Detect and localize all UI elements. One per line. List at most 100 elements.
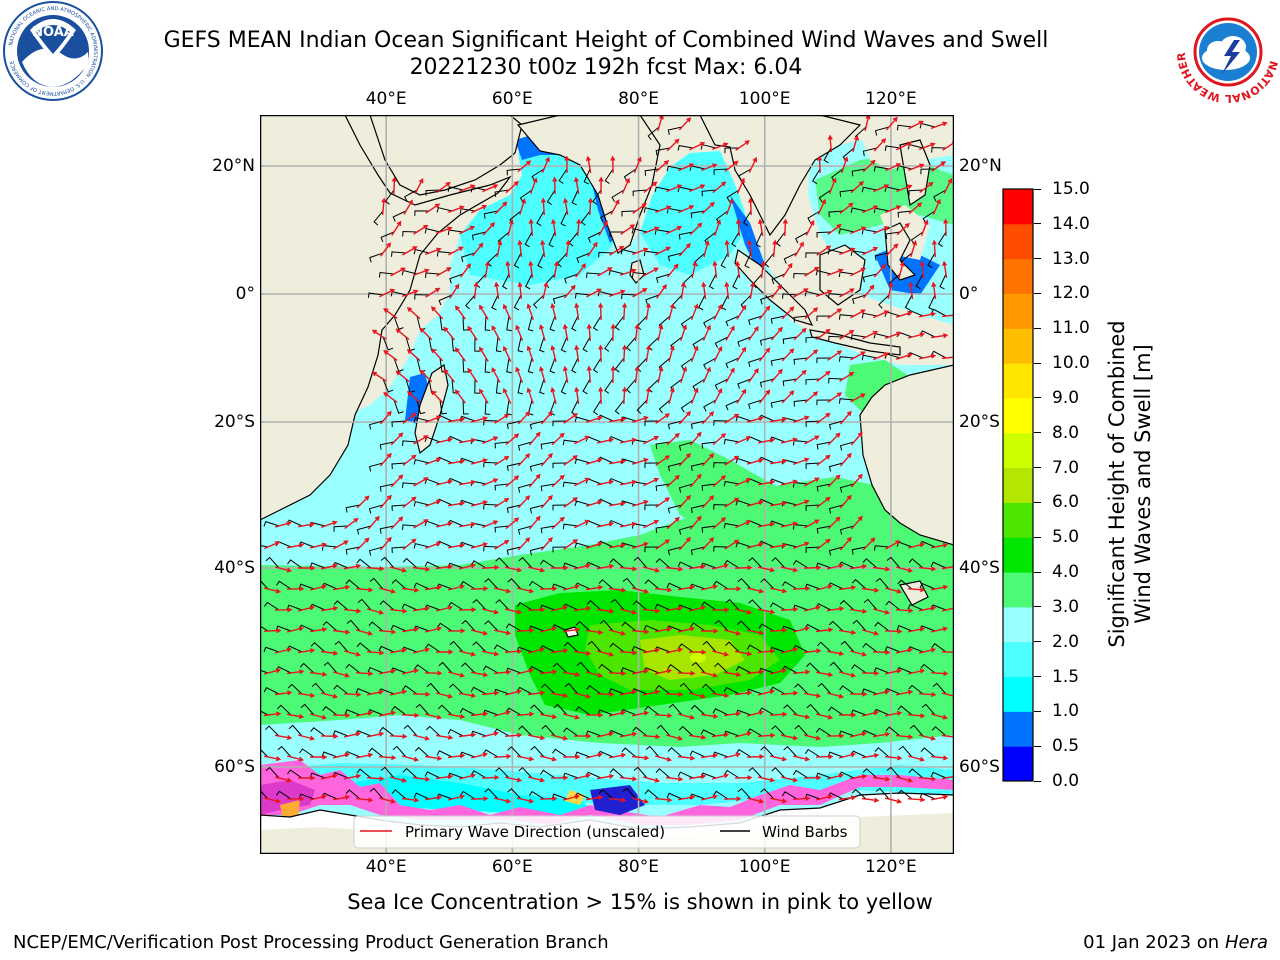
wave-direction-arrow (631, 755, 650, 761)
wave-direction-arrow (746, 754, 765, 760)
wind-barb (815, 269, 832, 276)
wind-barb (576, 252, 591, 264)
wave-direction-arrow (297, 605, 316, 612)
wind-barb (656, 724, 671, 737)
wind-barb (626, 378, 637, 394)
wave-direction-arrow (816, 496, 831, 509)
wave-direction-arrow (425, 287, 441, 298)
wave-direction-arrow (688, 564, 707, 570)
wave-direction-arrow (677, 713, 696, 720)
wind-barb (265, 766, 280, 779)
wind-barb (592, 357, 602, 374)
wave-direction-arrow (930, 121, 948, 130)
wave-direction-arrow (470, 416, 489, 423)
wind-barb (838, 314, 855, 320)
wind-barb (793, 357, 809, 365)
wave-direction-arrow (309, 584, 328, 591)
wind-barb (738, 168, 752, 181)
wave-direction-arrow (286, 586, 305, 592)
wave-direction-arrow (918, 776, 937, 782)
colorbar-tick-label: 0.5 (1052, 736, 1080, 757)
wave-direction-arrow (297, 734, 315, 741)
wave-direction-arrow (585, 629, 604, 635)
wave-direction-arrow (471, 242, 484, 257)
wave-direction-arrow (435, 734, 454, 740)
wave-direction-arrow (757, 776, 776, 783)
wind-barb (484, 578, 499, 590)
wind-barb (677, 145, 694, 151)
wind-barb (438, 294, 453, 306)
wave-direction-arrow (885, 116, 898, 131)
wave-direction-arrow (505, 260, 511, 279)
footer-credit: NCEP/EMC/Verification Post Processing Pr… (13, 932, 609, 953)
australia-land (859, 364, 954, 546)
wave-direction-arrow (839, 329, 855, 340)
wave-direction-arrow (539, 626, 558, 633)
wave-direction-arrow (540, 410, 553, 425)
wind-barb (713, 462, 729, 468)
wind-barb (539, 378, 545, 395)
wave-direction-arrow (621, 177, 630, 194)
wind-barb (655, 558, 671, 569)
wind-barb (804, 748, 821, 758)
lon-tick-bottom: 100°E (738, 857, 791, 877)
wave-direction-arrow (390, 474, 404, 488)
wind-barb (667, 252, 683, 262)
wave-direction-arrow (678, 452, 691, 467)
colorbar-segment (1003, 467, 1033, 503)
wave-direction-arrow (780, 690, 799, 696)
wind-barb (760, 746, 775, 758)
colorbar-tick-mark (1034, 292, 1041, 294)
wave-direction-arrow (378, 755, 397, 761)
wind-barb (505, 667, 522, 674)
wind-barb (806, 703, 821, 716)
wind-barb (438, 661, 453, 674)
wave-direction-arrow (366, 608, 385, 615)
wind-barb (355, 688, 372, 695)
wave-direction-arrow (454, 347, 466, 362)
wave-direction-arrow (447, 416, 466, 423)
wind-barb (771, 767, 786, 779)
wave-direction-arrow (918, 311, 937, 318)
wind-barb (392, 210, 407, 222)
wind-barb (560, 336, 568, 353)
wind-barb (459, 790, 476, 800)
wave-direction-arrow (665, 647, 684, 654)
wave-direction-arrow (757, 608, 776, 615)
wind-barb (884, 145, 901, 151)
wind-barb (471, 231, 487, 241)
wave-direction-arrow (769, 755, 788, 762)
wind-barb (518, 557, 533, 569)
wind-barb (373, 210, 384, 226)
wave-direction-arrow (723, 752, 742, 759)
wave-direction-arrow (610, 155, 616, 174)
wind-barb (575, 706, 591, 716)
wave-direction-arrow (712, 433, 727, 446)
lat-tick-left: 60°S (214, 757, 255, 777)
wave-direction-arrow (320, 733, 339, 739)
wind-barb (708, 273, 717, 290)
wind-barb (391, 462, 407, 470)
wave-direction-arrow (274, 776, 293, 783)
wind-barb (575, 620, 591, 632)
wave-direction-arrow (573, 650, 592, 656)
wave-direction-arrow (355, 587, 374, 593)
wave-direction-arrow (815, 584, 834, 591)
chart-subtitle: 20221230 t00z 192h fcst Max: 6.04 (409, 55, 803, 80)
wave-direction-arrow (550, 692, 569, 698)
wave-direction-arrow (908, 163, 925, 172)
wave-direction-arrow (734, 565, 753, 571)
wind-barb (644, 705, 660, 716)
wave-direction-arrow (380, 242, 392, 257)
wave-direction-arrow (792, 541, 810, 550)
wave-direction-arrow (654, 626, 673, 633)
wind-barb (439, 399, 447, 415)
wave-direction-arrow (435, 564, 454, 570)
wind-barb (582, 378, 591, 395)
wave-direction-arrow (884, 587, 903, 594)
wave-direction-arrow (872, 566, 891, 572)
wave-direction-arrow (263, 587, 282, 594)
wave-direction-arrow (898, 260, 905, 279)
wind-barb (552, 294, 568, 304)
wind-barb (725, 357, 740, 369)
